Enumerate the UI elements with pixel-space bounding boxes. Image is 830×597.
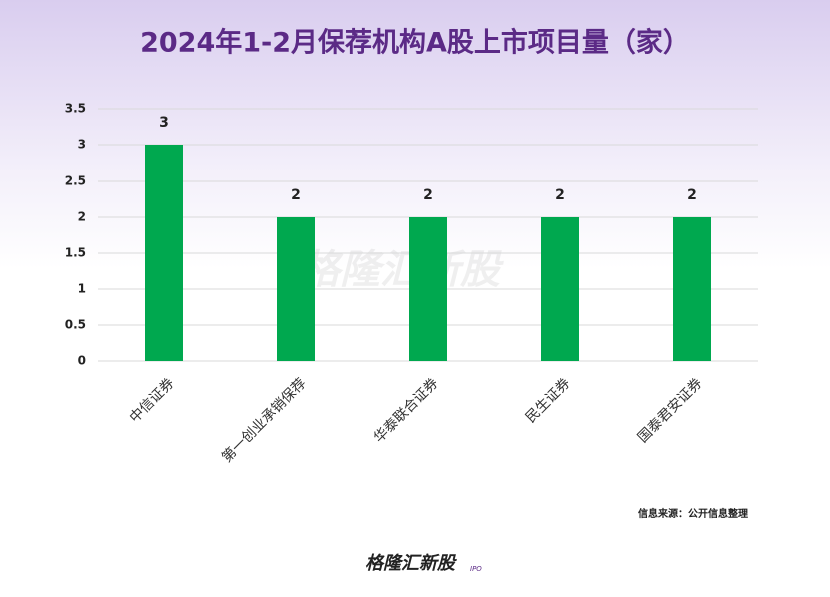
y-tick-label: 3.5 [65, 102, 86, 116]
logo: 格隆汇新股 [365, 553, 457, 574]
y-tick-label: 2.5 [65, 174, 86, 188]
y-tick-label: 0 [78, 354, 86, 368]
source-note: 信息来源：公开信息整理 [638, 507, 748, 520]
y-tick-label: 3 [78, 138, 86, 152]
watermark: 格隆汇新股 [300, 247, 504, 293]
y-tick-label: 1 [78, 282, 86, 296]
bar [409, 217, 447, 361]
data-label: 2 [423, 187, 433, 203]
y-tick-label: 0.5 [65, 318, 86, 332]
chart-title: 2024年1-2月保荐机构A股上市项目量（家） [140, 27, 690, 59]
logo-sub: IPO [470, 565, 482, 573]
data-label: 2 [687, 187, 697, 203]
y-tick-label: 2 [78, 210, 86, 224]
y-tick-label: 1.5 [65, 246, 86, 260]
bar [145, 145, 183, 361]
data-label: 3 [159, 115, 169, 131]
data-label: 2 [291, 187, 301, 203]
data-label: 2 [555, 187, 565, 203]
bar [541, 217, 579, 361]
bar [277, 217, 315, 361]
bar [673, 217, 711, 361]
